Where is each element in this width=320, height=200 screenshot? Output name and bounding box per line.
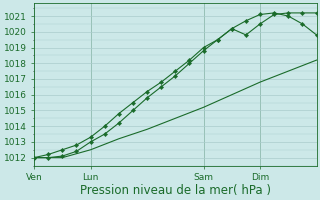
X-axis label: Pression niveau de la mer( hPa ): Pression niveau de la mer( hPa ) [80, 184, 271, 197]
